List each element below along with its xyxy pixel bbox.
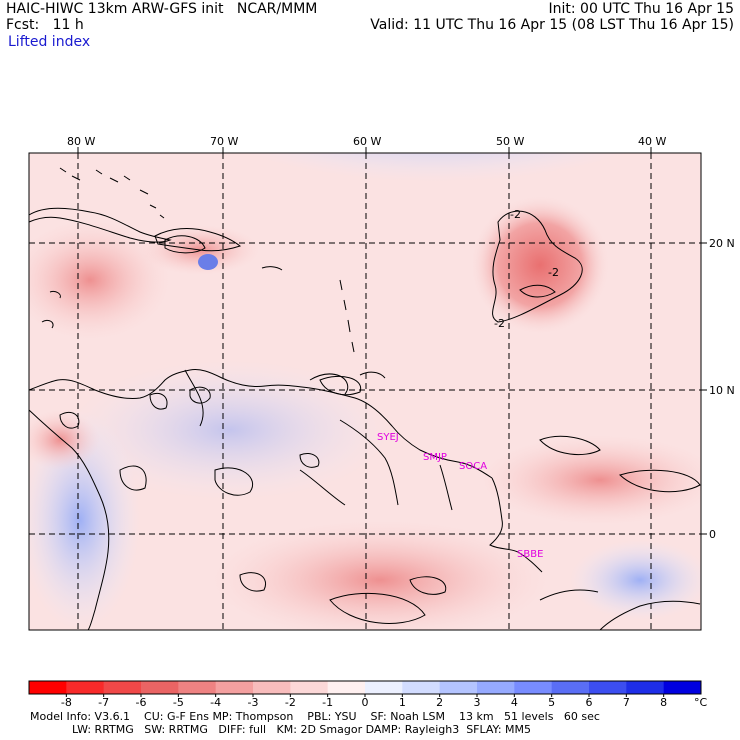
colorbar-swatch — [477, 681, 515, 694]
shaded-field — [29, 153, 701, 630]
colorbar-swatch — [66, 681, 105, 694]
model-info-line2: LW: RRTMG SW: RRTMG DIFF: full KM: 2D Sm… — [72, 723, 532, 736]
contour-label: -2 — [548, 266, 559, 279]
station-label: SMJP — [423, 452, 447, 463]
colorbar-swatch — [290, 681, 329, 694]
colorbar-tick-label: -2 — [285, 696, 296, 709]
colorbar-swatch — [439, 681, 478, 694]
colorbar-ticks: -8 -7 -6 -5 -4 -3 -2 -1 0 1 2 3 4 5 6 7 8 — [61, 694, 667, 709]
colorbar-swatch — [663, 681, 702, 694]
colorbar — [29, 681, 702, 694]
colorbar-tick-label: 8 — [660, 696, 667, 709]
lat-label: 10 N — [709, 384, 735, 397]
colorbar-tick-label: 2 — [436, 696, 443, 709]
lat-label: 20 N — [709, 237, 735, 250]
contour-label: -2 — [510, 208, 521, 221]
colorbar-tick-label: 7 — [623, 696, 630, 709]
colorbar-swatch — [327, 681, 366, 694]
lon-labels: 80 W 70 W 60 W 50 W 40 W — [67, 135, 666, 148]
colorbar-tick-label: -4 — [210, 696, 221, 709]
colorbar-tick-label: -3 — [248, 696, 259, 709]
lat-label: 0 — [709, 528, 716, 541]
colorbar-tick-label: -8 — [61, 696, 72, 709]
station-label: SYEJ — [377, 432, 399, 443]
colorbar-tick-label: 5 — [548, 696, 555, 709]
station-label: SBBE — [517, 549, 543, 560]
contour-value-labels: -2 -2 -2 — [494, 208, 559, 330]
station-label: SOCA — [459, 461, 487, 472]
model-title: HAIC-HIWC 13km ARW-GFS init NCAR/MMM — [6, 1, 318, 17]
colorbar-swatch — [589, 681, 627, 694]
lat-lon-grid — [29, 153, 701, 630]
colorbar-unit: °C — [694, 696, 708, 709]
model-info-line1: Model Info: V3.6.1 CU: G-F Ens MP: Thomp… — [30, 710, 600, 723]
colorbar-swatch — [402, 681, 441, 694]
colorbar-swatch — [103, 681, 142, 694]
valid-time: Valid: 11 UTC Thu 16 Apr 15 (08 LST Thu … — [370, 17, 734, 33]
map-frame — [28, 152, 702, 631]
colorbar-tick-label: 1 — [399, 696, 406, 709]
lon-label: 50 W — [496, 135, 524, 148]
contour-minus-2 — [59, 210, 701, 624]
colorbar-swatch — [551, 681, 590, 694]
colorbar-swatch — [29, 681, 67, 694]
coastlines — [28, 167, 701, 631]
colorbar-tick-label: 3 — [474, 696, 481, 709]
colorbar-tick-label: -7 — [98, 696, 109, 709]
init-time: Init: 00 UTC Thu 16 Apr 15 — [548, 1, 734, 17]
colorbar-tick-label: 4 — [511, 696, 518, 709]
station-labels: SYEJ SMJP SOCA SBBE — [377, 432, 543, 560]
colorbar-swatch — [253, 681, 291, 694]
colorbar-swatch — [141, 681, 179, 694]
axis-ticks — [77, 147, 707, 535]
forecast-hour: Fcst: 11 h — [6, 17, 84, 33]
colorbar-swatch — [178, 681, 217, 694]
lon-label: 80 W — [67, 135, 95, 148]
colorbar-tick-label: 6 — [586, 696, 593, 709]
colorbar-tick-label: -1 — [322, 696, 333, 709]
lon-label: 70 W — [210, 135, 238, 148]
field-name: Lifted index — [8, 34, 91, 50]
colorbar-tick-label: -6 — [136, 696, 147, 709]
lon-label: 60 W — [353, 135, 381, 148]
contour-label: -2 — [494, 317, 505, 330]
colorbar-swatch — [215, 681, 254, 694]
colorbar-swatch — [626, 681, 665, 694]
colorbar-swatch — [514, 681, 553, 694]
lat-labels: 20 N 10 N 0 — [709, 237, 735, 541]
colorbar-tick-label: 0 — [362, 696, 369, 709]
colorbar-tick-label: -5 — [173, 696, 184, 709]
colorbar-swatch — [365, 681, 403, 694]
lon-label: 40 W — [638, 135, 666, 148]
